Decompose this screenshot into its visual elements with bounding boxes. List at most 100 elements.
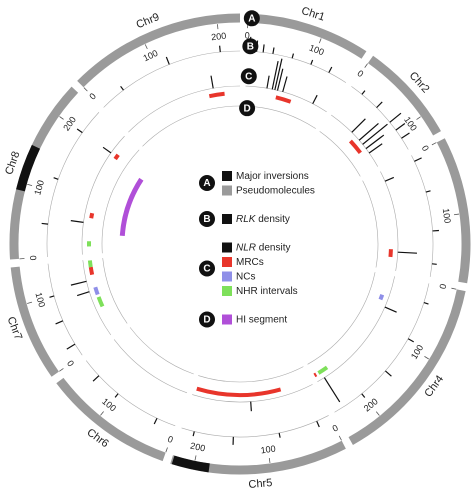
density-spike	[358, 122, 379, 141]
track-key: A	[248, 13, 255, 24]
density-spike	[92, 375, 100, 382]
legend-badge	[199, 260, 215, 277]
feature-segment	[96, 296, 105, 308]
track-baseline	[82, 260, 112, 336]
density-spike	[210, 75, 214, 89]
tick-mark	[59, 116, 64, 120]
tick-label: 0	[420, 144, 431, 153]
legend-label-text: NCs	[236, 271, 255, 282]
legend-swatch	[222, 242, 232, 253]
tick-label: 100	[260, 443, 276, 455]
legend-key: D	[203, 315, 210, 326]
legend-swatch	[222, 171, 232, 181]
tick-label: 0	[438, 283, 449, 290]
density-spike	[55, 320, 64, 325]
chromosome	[56, 377, 166, 462]
legend-label: HI segment	[236, 314, 287, 325]
density-spike	[361, 393, 366, 398]
density-spike	[271, 61, 279, 90]
density-spike	[351, 118, 366, 133]
legend-label-text: Pseudomolecules	[236, 185, 315, 196]
legend-label-text: MRCs	[236, 257, 264, 268]
density-spike	[365, 134, 385, 150]
legend-label-text: Major inversions	[236, 171, 309, 182]
legend-label-italic: NLR	[236, 242, 256, 253]
density-spike	[376, 101, 383, 109]
track-baseline	[85, 360, 176, 427]
track-key-badge	[239, 100, 256, 117]
density-spike	[41, 222, 49, 225]
track-baseline	[319, 131, 361, 177]
density-spike	[250, 401, 252, 412]
track-baseline	[113, 339, 188, 394]
density-spike	[49, 295, 55, 298]
track-baseline	[102, 258, 128, 324]
track-key-badge	[243, 10, 260, 27]
density-spike	[276, 68, 284, 91]
legend-label-text: HI segment	[236, 314, 287, 325]
tick-label: 100	[441, 208, 453, 224]
feature-segment	[317, 365, 329, 375]
density-spike	[401, 132, 410, 139]
density-spike	[153, 417, 158, 425]
density-spike	[278, 432, 281, 438]
track-baseline	[411, 155, 434, 277]
track-baseline	[192, 384, 313, 403]
legend-label: Pseudomolecules	[236, 185, 315, 196]
density-spike	[282, 76, 288, 93]
tick-label: 100	[100, 396, 118, 413]
chromosome-label: Chr7	[5, 315, 25, 342]
tick-label: 0	[65, 359, 76, 369]
tick-mark	[100, 411, 104, 416]
density-spike	[266, 75, 270, 89]
tick-mark	[144, 44, 148, 50]
tick-mark	[268, 457, 271, 464]
track-key-badge	[240, 68, 257, 85]
feature-segment	[348, 139, 362, 155]
legend-label-text: NHR intervals	[236, 286, 298, 297]
legend-swatch	[222, 314, 232, 325]
legend-swatch	[222, 185, 232, 196]
chromosome	[436, 138, 471, 284]
density-spike	[384, 370, 392, 377]
chromosome-label: Chr8	[3, 150, 22, 176]
density-spike	[362, 123, 388, 145]
legend-swatch	[222, 286, 232, 296]
density-spike	[316, 420, 320, 428]
tick-mark	[364, 63, 368, 68]
density-spike	[328, 66, 333, 73]
track-baseline	[142, 105, 241, 147]
feature-segment	[313, 372, 318, 378]
tick-label: 100	[308, 43, 326, 58]
feature-segment	[88, 266, 95, 276]
legend-label-text: density	[256, 242, 290, 253]
legend-swatch	[222, 214, 232, 224]
density-spike	[274, 58, 283, 91]
tick-label: 0	[28, 255, 38, 261]
tick-label: 0	[87, 91, 98, 102]
track-baseline	[334, 283, 430, 413]
density-spike	[361, 90, 366, 95]
tick-mark	[83, 87, 88, 92]
tick-label: 200	[211, 31, 227, 42]
tick-mark	[27, 301, 33, 304]
density-spike	[425, 190, 431, 193]
tick-label: 100	[32, 179, 46, 196]
feature-segment	[16, 144, 41, 192]
density-spike	[397, 251, 417, 254]
feature-segment	[208, 91, 225, 99]
feature-segment	[171, 455, 210, 473]
track-baseline	[307, 272, 376, 365]
track-baseline	[245, 85, 327, 113]
tick-label: 100	[409, 343, 425, 361]
track-baseline	[103, 50, 241, 108]
density-spike	[70, 280, 87, 286]
density-spike	[312, 94, 318, 105]
legend-label: NLR density	[236, 242, 290, 253]
chromosome	[348, 289, 466, 445]
density-spike	[389, 112, 402, 123]
density-spike	[395, 123, 406, 131]
legend-label: NCs	[236, 271, 255, 282]
legend-label: RLK density	[236, 214, 290, 225]
